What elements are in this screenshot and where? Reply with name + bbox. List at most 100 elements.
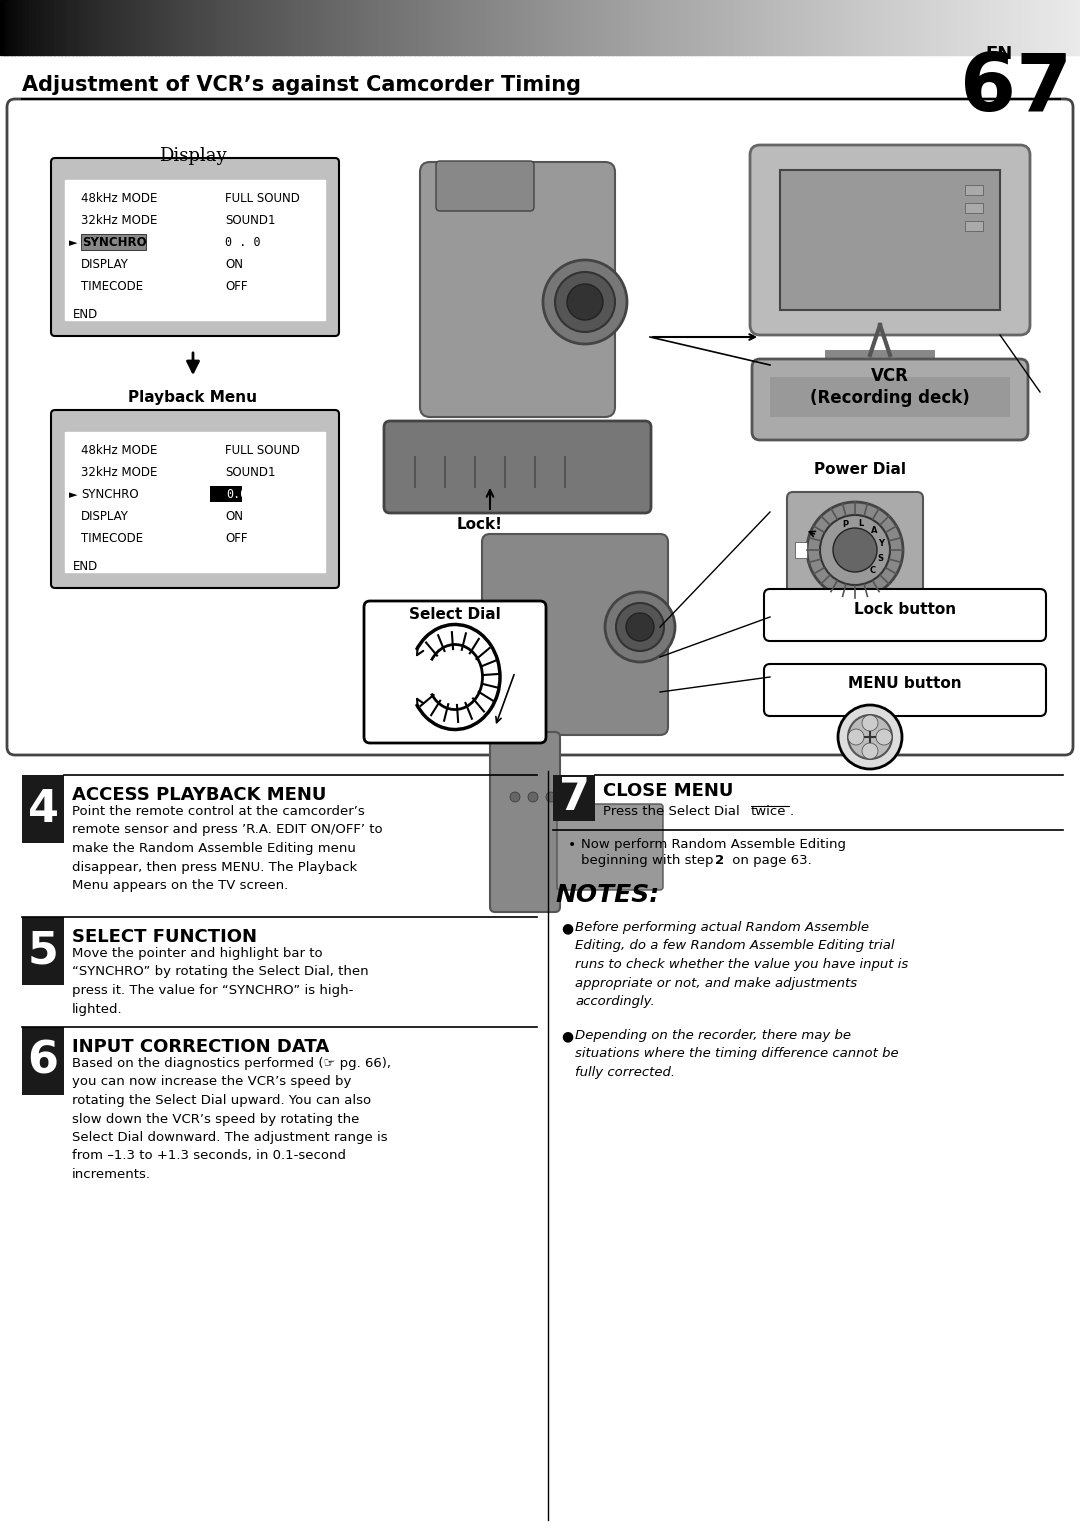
Bar bbox=[950, 0, 955, 55]
Bar bbox=[875, 0, 879, 55]
FancyBboxPatch shape bbox=[764, 589, 1047, 641]
Bar bbox=[666, 0, 671, 55]
Text: DISPLAY: DISPLAY bbox=[81, 509, 129, 523]
Bar bbox=[25, 0, 30, 55]
Bar bbox=[321, 0, 325, 55]
Bar bbox=[518, 0, 523, 55]
Bar bbox=[980, 0, 984, 55]
Bar bbox=[850, 0, 854, 55]
Bar bbox=[526, 0, 530, 55]
Text: 6: 6 bbox=[27, 1039, 58, 1082]
Bar bbox=[813, 0, 819, 55]
Bar bbox=[454, 0, 458, 55]
Text: TIMECODE: TIMECODE bbox=[81, 279, 144, 293]
Bar bbox=[770, 0, 775, 55]
FancyBboxPatch shape bbox=[770, 377, 1010, 417]
Bar bbox=[1055, 0, 1059, 55]
Bar bbox=[774, 0, 779, 55]
Bar bbox=[270, 0, 274, 55]
Bar bbox=[360, 0, 365, 55]
Bar bbox=[659, 0, 663, 55]
Bar bbox=[594, 0, 598, 55]
Circle shape bbox=[833, 527, 877, 572]
Bar bbox=[51, 0, 55, 55]
Bar bbox=[569, 0, 573, 55]
Bar bbox=[79, 0, 84, 55]
Bar bbox=[997, 0, 1002, 55]
Bar bbox=[720, 0, 725, 55]
Bar bbox=[893, 0, 897, 55]
Bar bbox=[543, 0, 549, 55]
Text: C: C bbox=[869, 566, 876, 575]
Bar bbox=[1044, 0, 1049, 55]
Bar bbox=[795, 543, 807, 558]
Bar bbox=[105, 0, 109, 55]
Circle shape bbox=[528, 793, 538, 802]
Bar bbox=[497, 0, 501, 55]
Bar bbox=[882, 0, 887, 55]
Text: Press the Select Dial: Press the Select Dial bbox=[603, 805, 744, 819]
Bar bbox=[396, 0, 401, 55]
Text: 48kHz MODE: 48kHz MODE bbox=[81, 443, 158, 457]
Bar bbox=[356, 0, 361, 55]
Bar bbox=[313, 0, 318, 55]
Bar bbox=[904, 0, 908, 55]
Bar bbox=[332, 0, 336, 55]
Bar bbox=[403, 0, 408, 55]
Text: Lock!: Lock! bbox=[457, 517, 503, 532]
Bar bbox=[219, 0, 225, 55]
Bar bbox=[22, 0, 26, 55]
Bar bbox=[76, 0, 80, 55]
Bar bbox=[1026, 0, 1030, 55]
Bar bbox=[400, 0, 404, 55]
Bar bbox=[324, 0, 328, 55]
Bar bbox=[154, 0, 160, 55]
Bar bbox=[288, 0, 293, 55]
Bar bbox=[1018, 0, 1024, 55]
Circle shape bbox=[848, 730, 864, 745]
Bar bbox=[508, 0, 512, 55]
Bar bbox=[187, 0, 192, 55]
Bar bbox=[558, 0, 563, 55]
Text: 0 . 0: 0 . 0 bbox=[225, 236, 260, 248]
Bar bbox=[299, 0, 303, 55]
Bar bbox=[864, 0, 868, 55]
Bar bbox=[705, 0, 711, 55]
Text: DISPLAY: DISPLAY bbox=[81, 258, 129, 270]
Bar bbox=[126, 0, 131, 55]
Bar bbox=[821, 0, 825, 55]
Bar bbox=[637, 0, 642, 55]
Bar bbox=[429, 0, 433, 55]
Text: Select Dial: Select Dial bbox=[409, 607, 501, 622]
Bar bbox=[745, 0, 750, 55]
Bar bbox=[673, 0, 678, 55]
Circle shape bbox=[838, 705, 902, 770]
Bar bbox=[710, 0, 714, 55]
Bar bbox=[716, 0, 721, 55]
Bar bbox=[68, 0, 73, 55]
Bar bbox=[414, 0, 419, 55]
Bar bbox=[966, 185, 983, 195]
Bar bbox=[825, 350, 935, 365]
Bar bbox=[529, 0, 534, 55]
Bar bbox=[554, 0, 559, 55]
Text: 4: 4 bbox=[27, 788, 58, 831]
Bar bbox=[489, 0, 495, 55]
Bar bbox=[208, 0, 214, 55]
FancyBboxPatch shape bbox=[384, 422, 651, 514]
Text: FULL SOUND: FULL SOUND bbox=[225, 443, 300, 457]
Bar bbox=[446, 0, 451, 55]
FancyBboxPatch shape bbox=[490, 731, 561, 912]
Bar bbox=[292, 0, 296, 55]
Text: EN: EN bbox=[985, 44, 1012, 63]
Bar bbox=[694, 0, 700, 55]
Bar bbox=[748, 0, 754, 55]
Bar bbox=[500, 0, 505, 55]
Bar bbox=[62, 0, 66, 55]
Bar bbox=[0, 0, 4, 55]
Bar bbox=[284, 0, 289, 55]
Bar bbox=[551, 0, 555, 55]
Bar bbox=[133, 0, 138, 55]
Bar bbox=[548, 0, 552, 55]
Text: Based on the diagnostics performed (☞ pg. 66),
you can now increase the VCR’s sp: Based on the diagnostics performed (☞ pg… bbox=[72, 1056, 391, 1180]
